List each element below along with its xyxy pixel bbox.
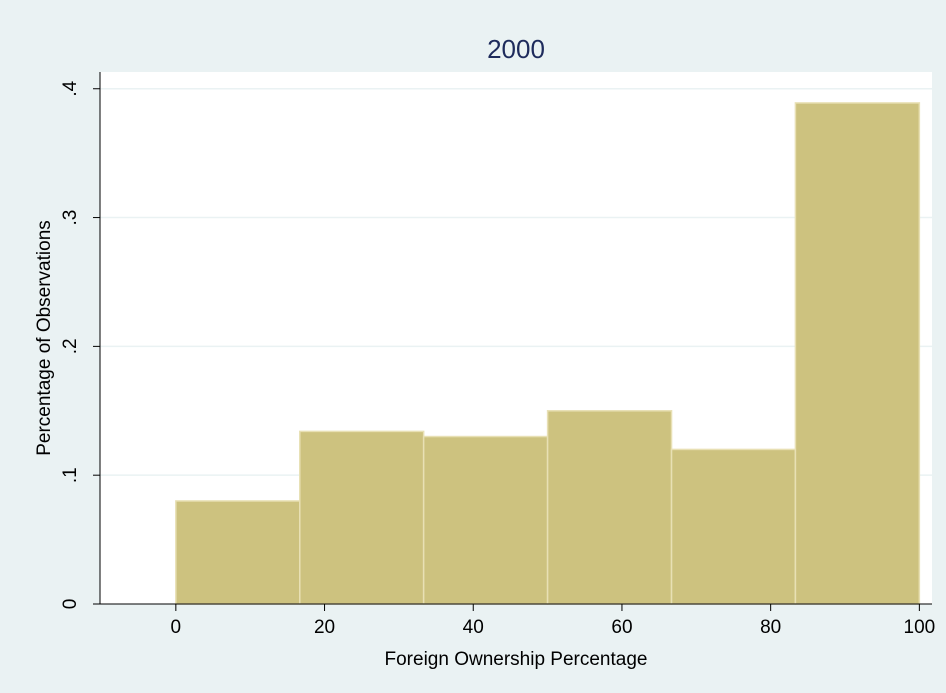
x-tick-label: 100	[904, 617, 936, 638]
bar	[422, 435, 549, 605]
y-axis-label: Percentage of Observations	[34, 220, 55, 456]
x-tick-label: 20	[314, 617, 335, 638]
bar	[299, 430, 425, 605]
x-axis-label: Foreign Ownership Percentage	[385, 649, 648, 670]
y-tick-label: .2	[60, 338, 81, 354]
y-tick-label: .1	[60, 467, 81, 483]
x-tick-label: 0	[171, 617, 182, 638]
bar	[546, 410, 673, 605]
x-tick-label: 40	[463, 617, 484, 638]
x-tick-label: 80	[760, 617, 781, 638]
bar	[175, 500, 301, 605]
bar	[670, 448, 797, 605]
x-tick-label: 60	[611, 617, 632, 638]
bar	[794, 102, 921, 605]
y-tick-label: 0	[60, 599, 81, 610]
chart-title: 2000	[487, 34, 545, 64]
y-tick-label: .3	[60, 210, 81, 226]
y-tick-label: .4	[60, 80, 81, 96]
